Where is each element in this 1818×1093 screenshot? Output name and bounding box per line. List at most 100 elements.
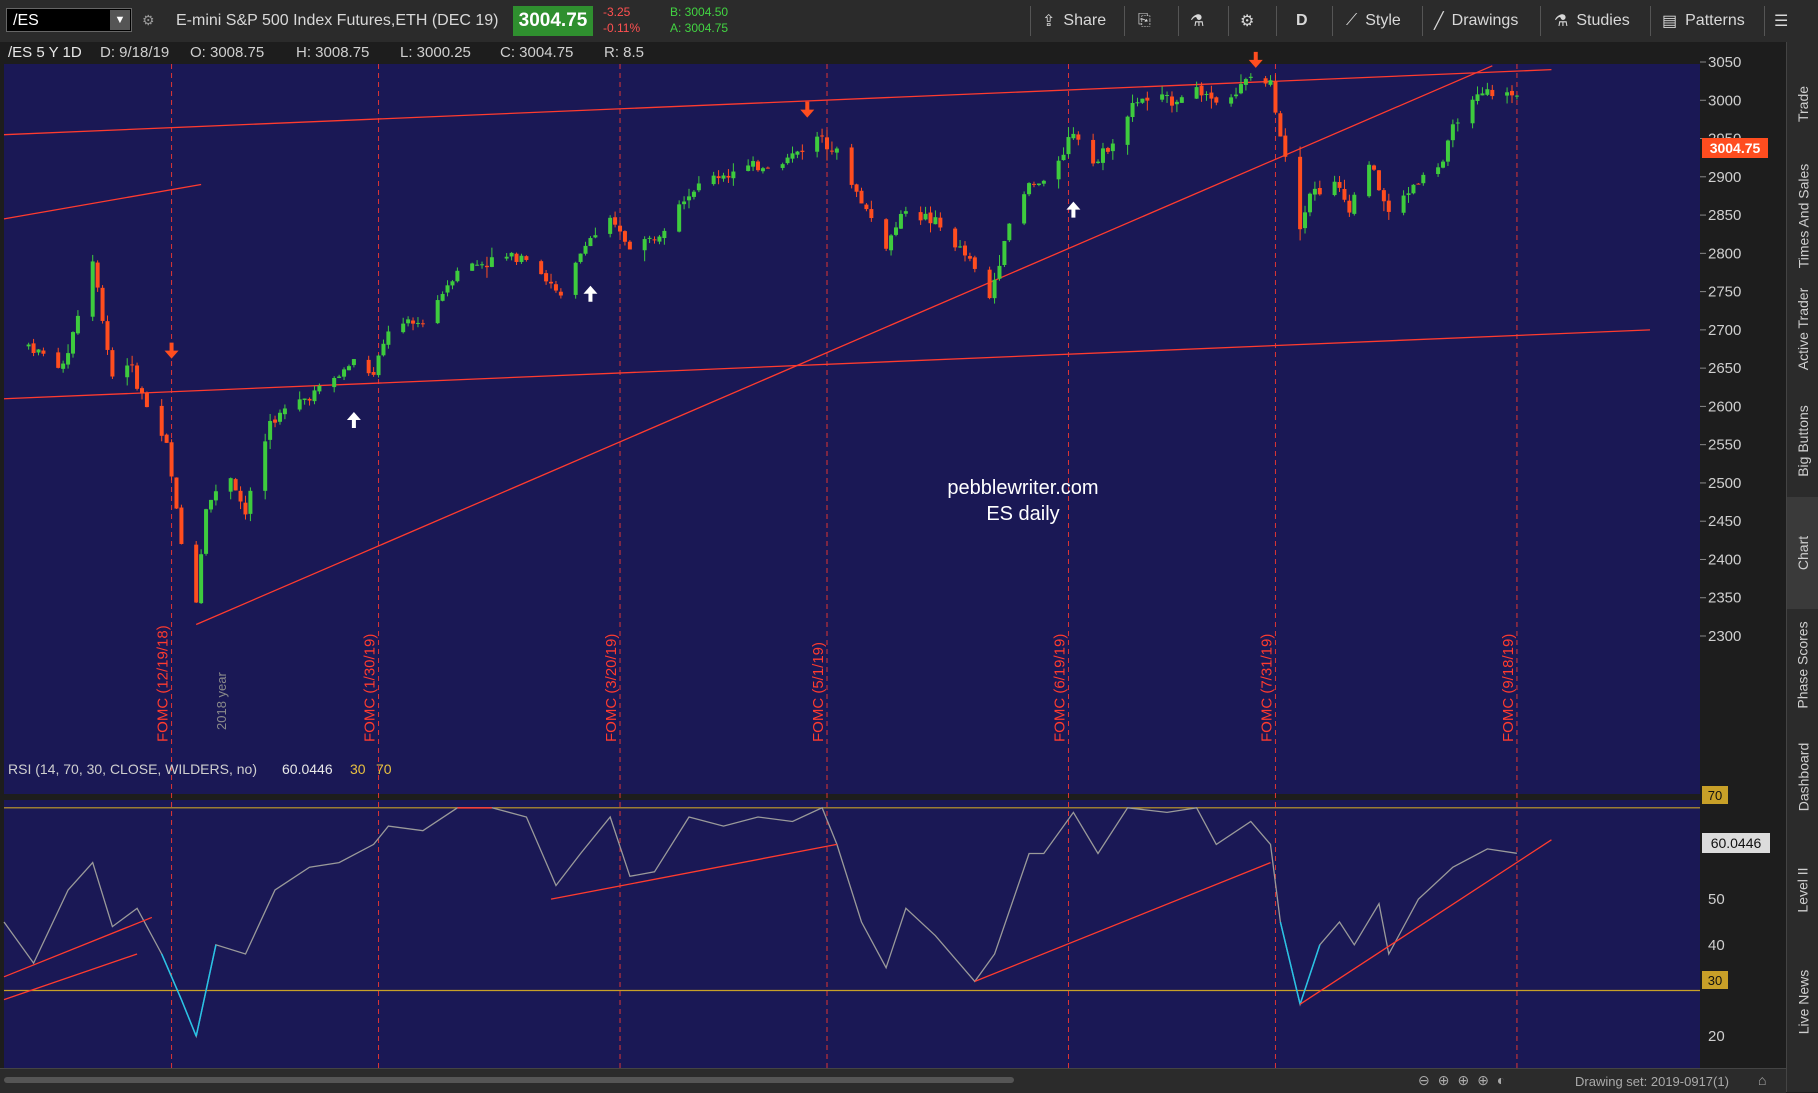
timeframe-button[interactable]: D	[1296, 0, 1308, 42]
horizontal-scrollbar[interactable]	[0, 1073, 1786, 1087]
symbol-dropdown-button[interactable]: ▼	[110, 10, 130, 30]
sidebar-tab-times-and-sales[interactable]: Times And Sales	[1787, 160, 1818, 272]
rsi-trendline	[3, 953, 138, 1001]
candle-body	[578, 253, 583, 262]
rsi-pane[interactable]	[4, 800, 1700, 1068]
candle-body	[179, 507, 184, 544]
chart-settings-button[interactable]: ⚙	[1240, 0, 1254, 42]
rsi-tick-label: 40	[1708, 937, 1725, 954]
candle-body	[194, 544, 199, 603]
sidebar-tab-trade[interactable]: Trade	[1787, 48, 1818, 160]
candle-body	[337, 376, 342, 378]
patterns-button[interactable]: ▤ Patterns	[1662, 0, 1745, 42]
candle-body	[1411, 184, 1416, 194]
price-axis[interactable]	[1700, 42, 1786, 1068]
candle-body	[573, 262, 578, 295]
watermark-line-2: ES daily	[986, 503, 1059, 525]
menu-button[interactable]: ☰	[1774, 0, 1788, 42]
lock-icon[interactable]: ⌂	[1758, 1072, 1767, 1088]
candle-body	[583, 245, 588, 254]
right-sidebar: Trade Times And Sales Active Trader Big But…	[1786, 42, 1818, 1092]
sidebar-tab-label: Times And Sales	[1795, 164, 1811, 269]
rsi-tick-label: 20	[1708, 1028, 1725, 1045]
candle-body	[1243, 79, 1248, 85]
status-bar: ⊖⊕⊕⊕◐ Drawing set: 2019-0917(1) ⌂	[0, 1068, 1786, 1093]
candle-body	[139, 388, 144, 394]
candle-body	[381, 343, 386, 356]
candle-body	[588, 238, 593, 247]
candle-body	[820, 135, 825, 137]
candle-body	[1372, 165, 1377, 170]
arrow-up-icon	[583, 285, 598, 302]
candle-body	[135, 365, 140, 389]
candle-body	[593, 235, 598, 238]
sidebar-tab-phase-scores[interactable]: Phase Scores	[1787, 609, 1818, 721]
snapshot-button[interactable]: ⎘	[1138, 0, 1151, 42]
style-button[interactable]: ⟋ Style	[1346, 0, 1401, 42]
candle-body	[834, 148, 839, 153]
settings-icon[interactable]: ⚙	[142, 12, 155, 28]
candle-body	[1214, 97, 1219, 103]
candle-body	[938, 217, 943, 228]
candle-body	[169, 442, 174, 477]
studies-button[interactable]: ⚗ Studies	[1554, 0, 1630, 42]
candle-body	[608, 217, 613, 234]
candle-body	[1421, 174, 1426, 184]
candle-body	[386, 331, 391, 345]
candle-body	[1022, 194, 1027, 224]
sidebar-tab-big-buttons[interactable]: Big Buttons	[1787, 385, 1818, 497]
candle-body	[790, 153, 795, 159]
chart-header-symbol: /ES 5 Y 1D	[8, 44, 82, 61]
sidebar-tab-chart[interactable]: Chart	[1787, 496, 1818, 610]
candle-body	[1160, 94, 1165, 100]
candle-body	[972, 257, 977, 269]
candle-body	[1036, 183, 1041, 185]
candle-body	[489, 257, 494, 267]
chart-header-range: R: 8.5	[604, 44, 644, 61]
sidebar-tab-level-ii[interactable]: Level II	[1787, 834, 1818, 946]
zoom-controls[interactable]: ⊖⊕⊕⊕◐	[1418, 1072, 1514, 1088]
candle-body	[682, 201, 687, 205]
sidebar-tab-dashboard[interactable]: Dashboard	[1787, 721, 1818, 833]
studies-label: Studies	[1576, 12, 1630, 29]
drawings-label: Drawings	[1451, 12, 1519, 29]
drawings-button[interactable]: ╱ Drawings	[1434, 0, 1518, 42]
price-tick-label: 2550	[1708, 437, 1741, 454]
scrollbar-track[interactable]	[4, 1077, 1014, 1083]
candle-body	[95, 262, 100, 288]
candle-body	[273, 419, 278, 423]
sidebar-tab-live-news[interactable]: Live News	[1787, 946, 1818, 1058]
candle-body	[519, 255, 524, 262]
price-trendline	[195, 65, 1493, 626]
price-tick-label: 2450	[1708, 513, 1741, 530]
candle-body	[889, 235, 894, 251]
chart-area[interactable]: FOMC (12/19/18) FOMC (1/30/19) FOMC (3/20/…	[0, 42, 1786, 1068]
candle-body	[1510, 90, 1515, 96]
candle-body	[1091, 139, 1096, 164]
sidebar-tab-active-trader[interactable]: Active Trader	[1787, 272, 1818, 384]
candle-body	[164, 434, 169, 443]
chart-header-open: O: 3008.75	[190, 44, 264, 61]
ask-value: A: 3004.75	[670, 21, 729, 35]
candle-body	[420, 323, 425, 325]
candle-body	[26, 344, 31, 347]
candle-body	[70, 332, 75, 354]
candle-body	[613, 217, 618, 225]
flask-button[interactable]: ⚗	[1190, 0, 1204, 42]
price-tick-label: 2700	[1708, 322, 1741, 339]
price-axis-labels: 3050300029502900285028002750270026502600…	[1700, 54, 1741, 1045]
candle-body	[893, 227, 898, 235]
gear-icon: ⚙	[1240, 13, 1255, 30]
candle-body	[687, 196, 692, 201]
candle-body	[1416, 183, 1421, 185]
candle-body	[1076, 134, 1081, 140]
candle-body	[1248, 76, 1253, 78]
candle-body	[401, 323, 406, 333]
candle-body	[539, 261, 544, 275]
candle-body	[351, 359, 356, 366]
candle-body	[1283, 135, 1288, 157]
candle-body	[1317, 188, 1322, 195]
flask-icon: ⚗	[1190, 13, 1205, 30]
price-tick-label: 2600	[1708, 398, 1741, 415]
share-button[interactable]: ⇪ Share	[1042, 0, 1106, 42]
